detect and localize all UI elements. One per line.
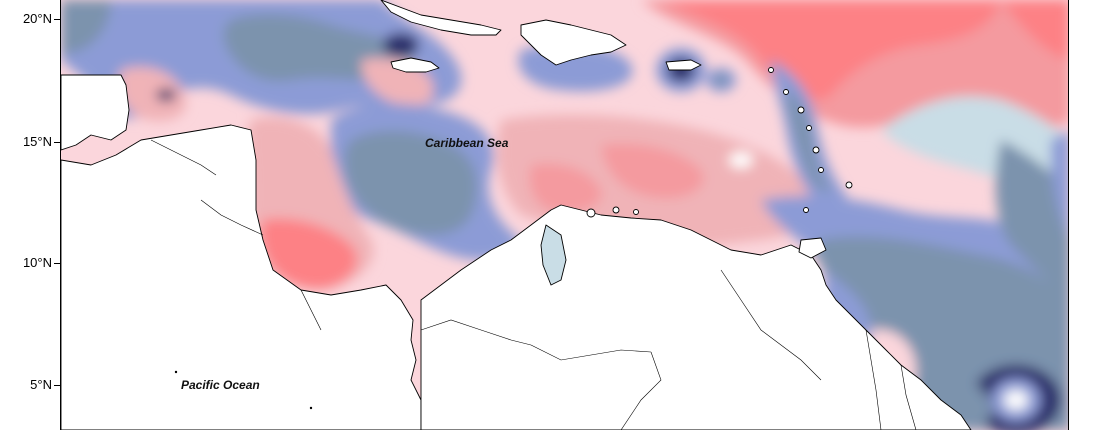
lake-maracaibo bbox=[540, 224, 567, 286]
island bbox=[633, 209, 639, 215]
pacific-ocean-label: Pacific Ocean bbox=[181, 378, 260, 392]
island bbox=[768, 67, 774, 73]
trinidad-land bbox=[798, 237, 827, 259]
map-marker bbox=[309, 406, 313, 410]
lat-tick-10n bbox=[54, 263, 60, 264]
jamaica-land bbox=[390, 57, 440, 73]
island bbox=[612, 206, 620, 214]
lat-label-15n: 15°N bbox=[22, 134, 52, 149]
heatmap-canvas bbox=[61, 0, 1068, 430]
lat-tick-5n bbox=[54, 385, 60, 386]
cuba-land bbox=[380, 0, 502, 36]
island bbox=[845, 181, 853, 189]
island bbox=[818, 167, 824, 173]
island bbox=[806, 125, 812, 131]
land-masses bbox=[61, 0, 972, 430]
yucatan-land bbox=[61, 74, 130, 151]
island bbox=[803, 207, 809, 213]
lat-tick-15n bbox=[54, 142, 60, 143]
hispaniola-land bbox=[520, 19, 627, 66]
island bbox=[783, 89, 789, 95]
lat-tick-20n bbox=[54, 19, 60, 20]
country-borders bbox=[150, 139, 917, 430]
caribbean-sea-label: Caribbean Sea bbox=[425, 136, 509, 150]
map-panel[interactable]: Caribbean Sea Pacific Ocean bbox=[60, 0, 1069, 430]
island bbox=[586, 208, 596, 218]
map-marker bbox=[174, 370, 178, 374]
lat-label-5n: 5°N bbox=[30, 377, 52, 392]
island bbox=[812, 146, 820, 154]
island bbox=[797, 106, 805, 114]
lat-label-10n: 10°N bbox=[22, 255, 52, 270]
lat-label-20n: 20°N bbox=[22, 11, 52, 26]
puerto-rico-land bbox=[665, 59, 702, 71]
